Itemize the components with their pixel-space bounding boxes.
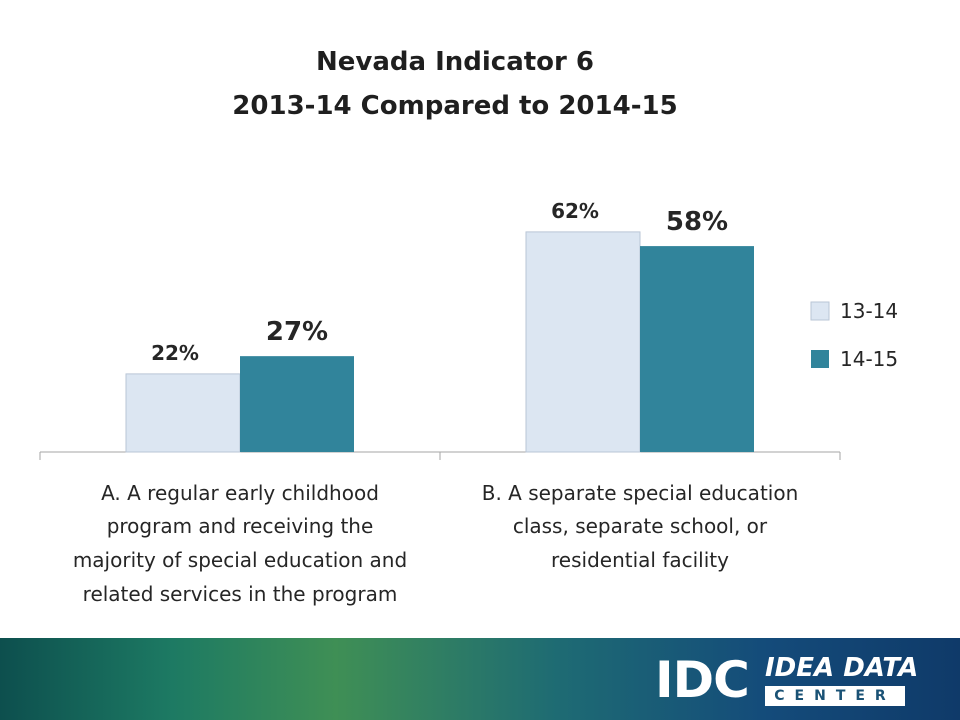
category-a-label-line-3: majority of special education and bbox=[73, 548, 407, 572]
data-label-14-15-category-a: 27% bbox=[266, 317, 328, 347]
data-label-13-14-category-b: 62% bbox=[551, 199, 599, 223]
category-b-label-line-1: B. A separate special education bbox=[482, 481, 799, 505]
category-b-label-line-3: residential facility bbox=[551, 548, 729, 572]
data-label-13-14-category-a: 22% bbox=[151, 341, 199, 365]
chart-title-line-1: Nevada Indicator 6 bbox=[316, 47, 594, 77]
bars-group bbox=[125, 231, 754, 453]
idc-logo-mark: IDC bbox=[655, 651, 750, 709]
idea-data-logo-text: IDEA DATA bbox=[765, 653, 919, 683]
data-labels-group: 22% 27% 62% 58% bbox=[151, 199, 728, 365]
legend-swatch-14-15 bbox=[811, 350, 829, 368]
bar-13-14-category-b bbox=[525, 231, 641, 453]
bar-14-15-category-a bbox=[240, 356, 354, 452]
legend-label-14-15: 14-15 bbox=[840, 347, 898, 371]
center-logo-text: CENTER bbox=[765, 686, 905, 706]
footer-banner: IDC IDEA DATA CENTER bbox=[0, 638, 960, 720]
legend-label-13-14: 13-14 bbox=[840, 299, 898, 323]
chart-title-line-2: 2013-14 Compared to 2014-15 bbox=[232, 91, 677, 121]
category-a-label-line-1: A. A regular early childhood bbox=[101, 481, 379, 505]
category-a-label-line-4: related services in the program bbox=[83, 582, 398, 606]
chart: Nevada Indicator 6 2013-14 Compared to 2… bbox=[39, 47, 898, 606]
category-a-label-line-2: program and receiving the bbox=[107, 514, 374, 538]
category-b-label-line-2: class, separate school, or bbox=[513, 514, 768, 538]
bar-13-14-category-a bbox=[125, 373, 241, 453]
bar-14-15-category-b bbox=[640, 246, 754, 452]
data-label-14-15-category-b: 58% bbox=[666, 207, 728, 237]
legend-swatch-13-14 bbox=[810, 301, 830, 321]
